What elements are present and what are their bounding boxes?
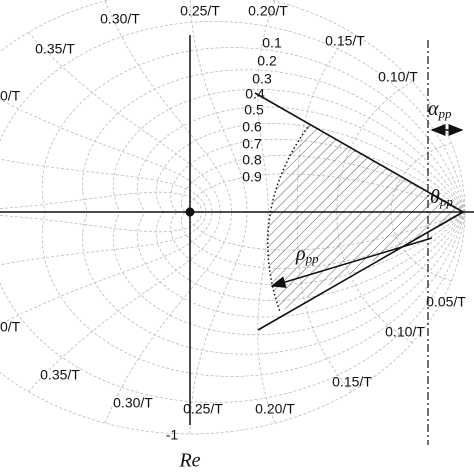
damping-label: 0.6 — [242, 119, 262, 135]
cone-lower — [257, 211, 464, 331]
real-axis-label: Re — [178, 450, 200, 472]
frequency-curve — [0, 98, 213, 213]
damping-curve — [155, 123, 466, 213]
frequency-curve — [257, 211, 276, 424]
frequency-curve — [104, 0, 233, 213]
frequency-curve — [257, 0, 276, 213]
frequency-curve — [0, 211, 213, 326]
damping-curve — [41, 211, 466, 377]
cone-upper — [254, 92, 464, 213]
damping-label: 0.3 — [252, 71, 272, 87]
damping-curve — [155, 211, 466, 301]
dotted-arc — [267, 123, 311, 313]
alpha-label: αpp — [428, 98, 452, 121]
unit-circle — [0, 0, 466, 435]
damping-curve — [82, 211, 466, 355]
hatched-region — [267, 124, 463, 312]
freq-label: 0/T — [0, 319, 21, 335]
frequency-curve — [28, 32, 221, 213]
damping-label: 0.8 — [242, 152, 262, 168]
frequency-curve — [189, 211, 248, 435]
freq-label: 0.25/T — [183, 401, 223, 417]
freq-label: 0/T — [0, 88, 21, 104]
freq-label: 0.10/T — [378, 69, 418, 85]
freq-label: 0.20/T — [255, 401, 295, 417]
damping-label: 0.9 — [242, 169, 262, 185]
frequency-curve — [0, 191, 203, 213]
freq-label: 0.20/T — [248, 3, 288, 19]
freq-label: 0.30/T — [100, 11, 140, 27]
frequency-curve — [28, 211, 221, 392]
damping-label: 0.5 — [244, 102, 264, 118]
freq-label: 0.35/T — [35, 41, 75, 57]
frequency-curve — [0, 158, 207, 213]
freq-label: 0.15/T — [332, 374, 372, 390]
freq-label: 0.35/T — [40, 367, 80, 383]
minus-one-label: -1 — [166, 427, 179, 443]
frequency-curve — [189, 0, 248, 213]
damping-labels: 0.1 0.2 0.30.40.50.60.70.80.9 — [242, 35, 282, 185]
damping-label: 0.1 — [262, 35, 282, 51]
theta-label: θpp — [430, 186, 453, 209]
damping-label: 0.7 — [242, 136, 262, 152]
freq-label: 0.05/T — [426, 294, 466, 310]
damping-label: 0.4 — [245, 86, 265, 102]
damping-label: 0.2 — [257, 53, 277, 69]
freq-label: 0.15/T — [325, 33, 365, 49]
rho-label: ρpp — [295, 243, 319, 266]
freq-label: 0.25/T — [180, 3, 220, 19]
damping-curve — [0, 21, 466, 213]
frequency-curve — [0, 211, 207, 266]
frequency-curve — [104, 211, 233, 424]
freq-label: 0.10/T — [385, 324, 425, 340]
origin — [185, 207, 195, 217]
damping-curve — [41, 47, 466, 213]
freq-label: 0.30/T — [113, 395, 153, 411]
rho-arrow — [270, 237, 433, 288]
frequency-curve — [0, 211, 203, 233]
damping-curve — [82, 69, 466, 213]
